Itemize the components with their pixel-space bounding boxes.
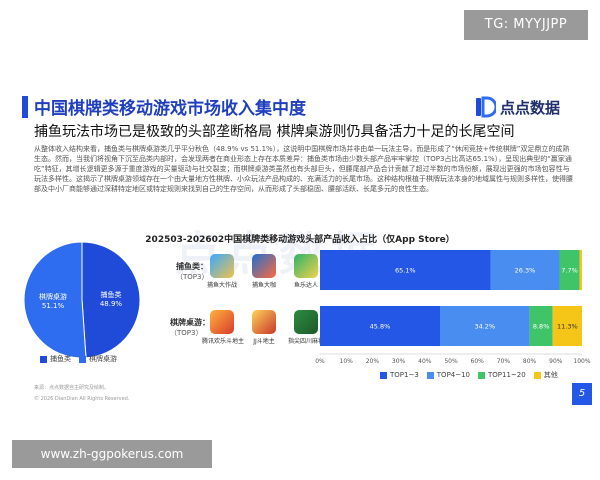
game-board-1-icon <box>210 310 234 334</box>
bar-legend-item: TOP4~10 <box>426 370 471 380</box>
bar-segment <box>439 306 530 346</box>
bar-segment <box>320 250 491 290</box>
x-tick-label: 90% <box>549 358 563 365</box>
game-name: 鱼乐达人 <box>293 282 318 289</box>
game-tile: JJ斗地主 <box>244 310 284 345</box>
legend-swatch <box>40 355 47 363</box>
game-tile: 捕鱼大咖 <box>244 254 284 289</box>
x-tick-label: 0% <box>315 358 325 365</box>
brand-name: 点点数据 <box>500 98 561 117</box>
pie-slice-label: 捕鱼类 <box>100 290 121 299</box>
game-name: 捕鱼大作战 <box>206 282 237 289</box>
pie-slice-value: 51.1% <box>42 302 65 310</box>
bar-legend-item: TOP1~3 <box>380 370 419 380</box>
stacked-bar-chart: 65.1% 26.3% 7.7% 45.8% 34.2% 8.8% 11.3% 0% 10% 20… <box>315 250 591 365</box>
pie-legend: 捕鱼类 棋牌桌游 <box>40 354 117 364</box>
bar-legend-item: TOP11~20 <box>478 370 526 380</box>
bar-data-label: 65.1% <box>395 267 416 275</box>
bar-data-label: 11.3% <box>557 323 578 331</box>
bar-legend-label: TOP1~3 <box>390 371 419 379</box>
row-label-text: 棋牌桌游： <box>170 318 210 327</box>
game-name: 捕鱼大咖 <box>251 282 276 289</box>
page-subtitle: 捕鱼玩法市场已是极致的头部垄断格局 棋牌桌游则仍具备活力十足的长尾空间 <box>34 124 515 140</box>
pie-legend-item: 捕鱼类 <box>40 354 71 364</box>
bar-segment <box>579 250 582 290</box>
source-note: 来源：点点数据自主研究及绘制。 <box>34 385 110 391</box>
chart-title: 202503-202602中国棋牌类移动游戏头部产品收入占比（仅App Stor… <box>145 235 455 245</box>
row-label-sub: （TOP3） <box>170 329 203 337</box>
x-tick-label: 30% <box>392 358 406 365</box>
watermark-top: TG: MYYJJPP <box>464 10 588 40</box>
game-tile: 腾讯欢乐斗地主 <box>202 310 245 345</box>
bar-data-label: 8.8% <box>533 323 550 331</box>
bar-legend-label: TOP4~10 <box>436 371 471 379</box>
bar-segment <box>559 250 580 290</box>
row-label-fishing: 捕鱼类： （TOP3） <box>176 262 208 282</box>
x-tick-label: 70% <box>497 358 511 365</box>
x-tick-label: 50% <box>444 358 458 365</box>
title-accent-bar <box>22 96 28 118</box>
body-paragraph: 从整体收入结构来看，捕鱼类与棋牌桌游类几乎平分秋色（48.9% vs 51.1%… <box>34 145 573 193</box>
bar-segment <box>552 306 582 346</box>
bar-legend: TOP1~3 TOP4~10 TOP11~20 其他 <box>380 370 558 380</box>
game-tile: 捕鱼大作战 <box>202 254 242 289</box>
pie-legend-label: 棋牌桌游 <box>89 355 117 363</box>
legend-swatch <box>380 371 387 379</box>
game-tile: 指尖四川麻将 <box>286 310 326 345</box>
legend-swatch <box>478 371 486 379</box>
game-board-3-icon <box>294 310 318 334</box>
pie-slice <box>23 241 87 359</box>
game-name: 腾讯欢乐斗地主 <box>202 338 245 345</box>
legend-swatch <box>426 371 434 379</box>
bar-segment <box>490 250 560 290</box>
bar-legend-label: TOP11~20 <box>488 371 526 379</box>
x-tick-label: 100% <box>573 358 590 365</box>
row-label-sub: （TOP3） <box>176 273 209 281</box>
game-name: JJ斗地主 <box>253 338 275 345</box>
pie-legend-label: 捕鱼类 <box>50 355 71 363</box>
x-tick-label: 60% <box>471 358 485 365</box>
page-number: 5 <box>572 383 592 405</box>
bar-segment <box>529 306 553 346</box>
pie-slice-value: 48.9% <box>100 300 123 308</box>
brand: 点点数据 <box>474 96 560 118</box>
game-board-2-icon <box>252 310 276 334</box>
bar-data-label: 7.7% <box>561 267 578 275</box>
x-tick-label: 20% <box>366 358 380 365</box>
bar-legend-label: 其他 <box>543 371 558 379</box>
copyright: © 2026 DianDian All Rights Reserved. <box>34 396 130 402</box>
pie-slice-label: 棋牌桌游 <box>39 292 67 301</box>
game-tile: 鱼乐达人 <box>286 254 326 289</box>
bar-data-label: 45.8% <box>370 323 391 331</box>
game-fish-3-icon <box>294 254 318 278</box>
page-title: 中国棋牌类移动游戏市场收入集中度 <box>34 99 306 119</box>
bar-data-label: 26.3% <box>515 267 536 275</box>
bar-segment <box>320 306 440 346</box>
legend-swatch <box>533 371 541 379</box>
watermark-bottom: www.zh-ggpokerus.com <box>12 440 212 468</box>
bar-data-label: 34.2% <box>474 323 495 331</box>
pie-slice <box>81 241 141 359</box>
row-label-board: 棋牌桌游： （TOP3） <box>170 318 210 338</box>
game-fish-1-icon <box>210 254 234 278</box>
x-tick-label: 80% <box>523 358 537 365</box>
row-label-text: 捕鱼类： <box>176 262 208 271</box>
pie-legend-item: 棋牌桌游 <box>79 354 117 364</box>
game-name: 指尖四川麻将 <box>287 338 324 345</box>
x-tick-label: 10% <box>340 358 354 365</box>
legend-swatch <box>79 355 86 363</box>
brand-logo-icon <box>476 96 496 118</box>
x-tick-label: 40% <box>418 358 432 365</box>
game-fish-2-icon <box>252 254 276 278</box>
bar-legend-item: 其他 <box>533 370 558 380</box>
